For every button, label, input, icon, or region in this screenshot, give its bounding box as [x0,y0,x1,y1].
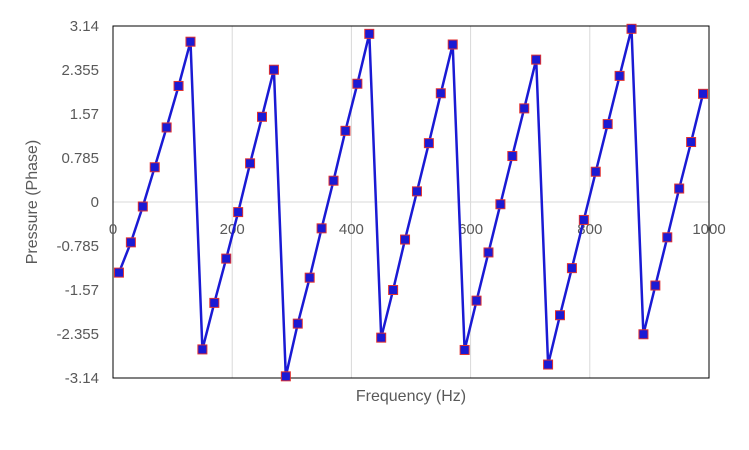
data-point-dot [246,159,255,168]
data-point-dot [615,71,624,80]
data-point-dot [651,281,660,290]
x-tick-label: 1000 [692,221,725,238]
data-point-dot [508,152,517,161]
data-point-dot [532,55,541,64]
data-point-dot [186,37,195,46]
data-point-dot [699,89,708,98]
data-point-dot [520,104,529,113]
data-point-dot [556,311,564,320]
data-point-dot [401,235,410,244]
data-point-dot [305,273,314,282]
data-markers [113,23,709,382]
data-point-dot [579,215,588,224]
data-point-dot [162,123,171,132]
y-tick-label: -3.14 [65,370,99,387]
y-tick-label: 2.355 [61,62,99,79]
data-point-dot [472,296,481,305]
data-point-dot [269,65,278,74]
data-point-dot [138,202,147,211]
data-point-dot [365,29,374,38]
y-tick-label: -1.57 [65,282,99,299]
data-point-dot [174,81,183,90]
data-point-dot [150,163,159,172]
data-point-dot [436,89,445,98]
x-tick-label: 600 [458,221,483,238]
plot-area-border [112,25,710,379]
data-point-dot [424,139,433,148]
data-point-dot [329,176,338,185]
data-point-dot [198,345,207,354]
data-point-dot [341,126,350,135]
data-point-dot [412,187,421,196]
data-point-dot [460,345,469,354]
data-point-dot [258,112,266,121]
y-tick-label: -2.355 [56,326,99,343]
grid-lines [113,26,709,378]
data-point-dot [484,248,493,257]
data-point-dot [544,360,553,369]
data-point-dot [114,268,123,277]
x-tick-label: 200 [220,221,245,238]
data-point-dot [293,319,302,328]
data-point-dot [639,330,648,339]
data-point-dot [448,40,457,49]
y-tick-label: 3.14 [70,18,99,35]
data-point-dot [675,184,684,193]
data-point-dot [627,24,636,33]
data-point-dot [353,79,362,88]
data-point-dot [281,372,290,381]
data-point-dot [317,224,326,233]
data-point-dot [126,238,135,247]
x-axis-title: Frequency (Hz) [356,388,466,405]
y-tick-label: -0.785 [56,238,99,255]
y-tick-label: 0 [91,194,99,211]
x-tick-label: 0 [109,221,117,238]
data-point-dot [377,333,386,342]
data-point-dot [603,120,612,129]
data-point-dot [222,254,231,263]
data-point-dot [210,298,219,307]
y-tick-label: 1.57 [70,106,99,123]
x-tick-label: 400 [339,221,364,238]
y-axis-title: Pressure (Phase) [24,140,41,265]
data-point-dot [687,138,696,147]
data-point-dot [389,286,398,294]
data-point-dot [496,200,505,209]
y-tick-label: 0.785 [61,150,99,167]
data-point-dot [234,208,243,217]
data-point-dot [591,167,600,176]
data-point-dot [567,264,576,273]
data-point-dot [663,233,672,242]
series-line [117,27,705,378]
y-axis-tick-labels: 3.14 2.355 1.57 0.785 0 -0.785 -1.57 -2.355 -3.1… [56,18,99,387]
series-line-group [117,27,705,378]
x-axis-tick-labels: 0 200 400 600 800 1000 [109,221,726,238]
